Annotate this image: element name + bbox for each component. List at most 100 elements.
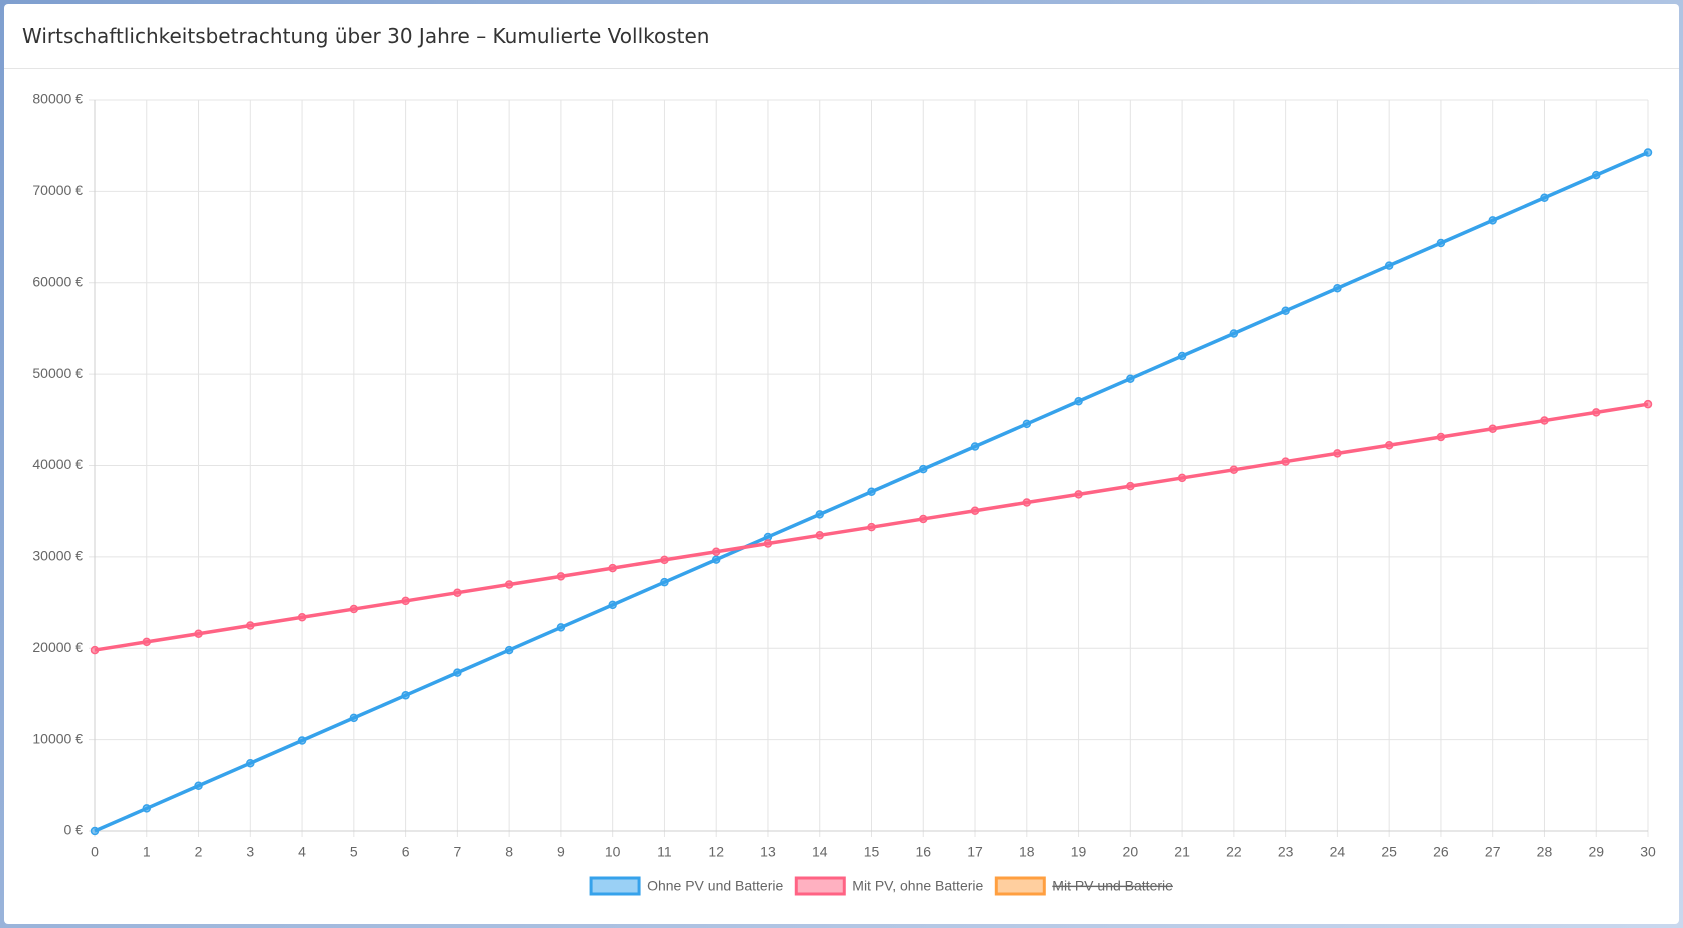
data-point [1074,490,1083,499]
data-point [970,442,980,451]
chart-card: Wirtschaftlichkeitsbetrachtung über 30 J… [4,4,1679,924]
data-point [1591,408,1601,417]
x-tick-label: 8 [505,844,513,860]
data-point [246,621,255,630]
data-point [1540,193,1549,203]
data-point [1126,481,1135,491]
data-point [297,613,307,622]
x-tick-label: 7 [453,844,461,860]
data-point [1333,283,1342,293]
y-tick-label: 60000 € [32,273,83,289]
data-point [919,464,928,474]
data-point [1488,424,1497,434]
data-point [1281,457,1290,466]
y-tick-label: 40000 € [32,456,83,472]
x-tick-label: 22 [1226,844,1242,860]
data-point [1436,432,1446,442]
data-point [349,713,359,723]
data-point [401,691,410,700]
y-tick-label: 20000 € [32,639,83,655]
data-point [1022,498,1032,507]
data-point [711,555,721,564]
x-tick-label: 30 [1640,844,1656,860]
data-point [1177,473,1187,483]
data-point [504,645,514,655]
legend-label[interactable]: Mit PV und Batterie [1052,878,1173,894]
x-tick-label: 28 [1537,844,1553,860]
x-tick-label: 0 [91,844,99,860]
data-point [660,555,669,565]
data-point [453,588,462,597]
data-point [1488,216,1497,225]
data-point [711,547,721,557]
data-point [1022,419,1032,429]
x-tick-label: 15 [864,844,880,860]
data-point [970,506,980,515]
data-point [608,600,617,610]
data-point [1229,329,1239,338]
data-point [1643,399,1653,409]
y-tick-label: 0 € [64,822,84,838]
data-point [1384,440,1394,450]
x-tick-label: 19 [1071,844,1087,860]
data-point [556,623,566,632]
data-point [1333,449,1342,458]
data-point [142,804,152,813]
x-tick-label: 23 [1278,844,1294,860]
x-tick-label: 1 [143,844,151,860]
x-tick-label: 24 [1330,844,1346,860]
data-point [1126,374,1135,383]
data-point [1177,351,1187,361]
x-tick-label: 29 [1588,844,1604,860]
data-point [504,580,514,589]
data-point [401,596,410,606]
x-tick-label: 11 [657,844,672,860]
x-tick-label: 5 [350,844,358,860]
data-point [90,826,100,836]
data-point [1384,261,1394,270]
x-tick-label: 3 [246,844,254,860]
data-point [194,781,203,791]
data-point [815,510,824,519]
x-tick-label: 17 [967,844,983,860]
data-point [349,604,359,614]
legend-label[interactable]: Mit PV, ohne Batterie [852,878,983,894]
data-point [297,736,307,745]
x-tick-label: 16 [915,844,931,860]
x-tick-label: 20 [1123,844,1139,860]
x-tick-label: 18 [1019,844,1035,860]
data-point [1643,148,1653,157]
data-point [194,629,203,638]
data-point [1229,465,1239,475]
legend-label[interactable]: Ohne PV und Batterie [647,878,783,894]
x-tick-label: 9 [557,844,565,860]
x-tick-label: 12 [708,844,724,860]
x-tick-label: 14 [812,844,828,860]
data-point [660,577,669,587]
legend-swatch [794,876,846,896]
x-tick-label: 25 [1381,844,1397,860]
x-tick-label: 6 [402,844,410,860]
data-point [246,758,255,768]
card-header: Wirtschaftlichkeitsbetrachtung über 30 J… [4,4,1679,69]
legend-swatch [589,876,641,896]
data-point [556,572,566,581]
data-point [867,522,876,532]
x-tick-label: 21 [1174,844,1190,860]
data-point [763,539,773,548]
x-tick-label: 27 [1485,844,1501,860]
y-tick-label: 70000 € [32,182,83,198]
data-point [608,563,617,573]
y-tick-label: 30000 € [32,548,83,564]
data-point [919,514,928,524]
data-point [1591,170,1601,180]
data-point [815,531,824,540]
legend-swatch [994,876,1046,896]
data-point [453,668,462,677]
y-tick-label: 50000 € [32,365,83,381]
chart-title: Wirtschaftlichkeitsbetrachtung über 30 J… [22,24,710,48]
x-tick-label: 26 [1433,844,1449,860]
data-point [1436,238,1446,248]
